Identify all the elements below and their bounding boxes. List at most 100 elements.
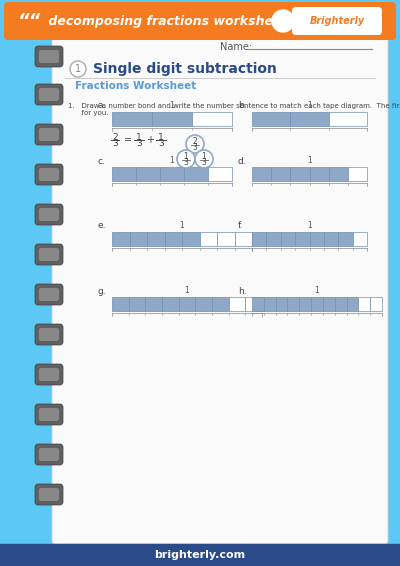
- FancyBboxPatch shape: [35, 444, 63, 465]
- Text: 2: 2: [112, 132, 118, 142]
- Text: 1: 1: [202, 152, 206, 161]
- Bar: [295, 232, 310, 246]
- FancyBboxPatch shape: [39, 248, 59, 261]
- Bar: [130, 232, 147, 246]
- FancyBboxPatch shape: [39, 448, 59, 461]
- Bar: [252, 112, 290, 126]
- Text: 1.   Draw a number bond and write the number sentence to match each tape diagram: 1. Draw a number bond and write the numb…: [68, 103, 400, 109]
- FancyBboxPatch shape: [35, 484, 63, 505]
- Bar: [299, 297, 311, 311]
- Bar: [323, 297, 335, 311]
- Bar: [324, 232, 338, 246]
- Text: 3: 3: [192, 143, 198, 152]
- Bar: [192, 112, 232, 126]
- Text: 3: 3: [136, 139, 142, 148]
- Text: 1: 1: [180, 221, 184, 230]
- FancyBboxPatch shape: [39, 50, 59, 63]
- Bar: [234, 232, 252, 246]
- FancyBboxPatch shape: [39, 408, 59, 421]
- Circle shape: [177, 150, 195, 168]
- Bar: [290, 167, 310, 181]
- FancyBboxPatch shape: [35, 404, 63, 425]
- Bar: [348, 167, 367, 181]
- FancyBboxPatch shape: [35, 84, 63, 105]
- Bar: [358, 297, 370, 311]
- Text: g.: g.: [98, 286, 107, 295]
- Text: e.: e.: [98, 221, 106, 230]
- Text: Name:: Name:: [220, 42, 252, 52]
- Bar: [208, 167, 232, 181]
- Text: h.: h.: [238, 286, 247, 295]
- Text: decomposing fractions worksheet: decomposing fractions worksheet: [44, 15, 288, 28]
- Bar: [281, 232, 295, 246]
- Text: 1: 1: [184, 152, 188, 161]
- Text: 1: 1: [307, 101, 312, 110]
- Text: +: +: [146, 135, 154, 145]
- Bar: [271, 167, 290, 181]
- Bar: [184, 167, 208, 181]
- FancyBboxPatch shape: [39, 168, 59, 181]
- Text: 1: 1: [136, 132, 142, 142]
- FancyBboxPatch shape: [39, 88, 59, 101]
- Text: 3: 3: [184, 158, 188, 167]
- Text: for you.: for you.: [68, 110, 108, 116]
- Text: 1: 1: [170, 156, 174, 165]
- Bar: [335, 297, 346, 311]
- Bar: [252, 297, 264, 311]
- Bar: [112, 232, 130, 246]
- FancyBboxPatch shape: [35, 324, 63, 345]
- Text: 1: 1: [170, 101, 174, 110]
- Text: 3: 3: [158, 139, 164, 148]
- Bar: [310, 232, 324, 246]
- Text: Brighterly: Brighterly: [309, 16, 365, 26]
- Bar: [252, 167, 271, 181]
- Circle shape: [70, 61, 86, 77]
- Text: 1: 1: [75, 64, 81, 74]
- Bar: [152, 112, 192, 126]
- Circle shape: [186, 135, 204, 153]
- Bar: [276, 297, 288, 311]
- Bar: [164, 232, 182, 246]
- FancyBboxPatch shape: [35, 364, 63, 385]
- Bar: [252, 232, 266, 246]
- Bar: [353, 232, 367, 246]
- Text: 1: 1: [185, 286, 189, 295]
- Text: 1: 1: [307, 156, 312, 165]
- FancyBboxPatch shape: [39, 328, 59, 341]
- Text: brighterly.com: brighterly.com: [154, 550, 246, 560]
- Text: 2: 2: [193, 137, 197, 146]
- Bar: [229, 297, 245, 311]
- FancyBboxPatch shape: [39, 208, 59, 221]
- Bar: [346, 297, 358, 311]
- Bar: [136, 167, 160, 181]
- Bar: [264, 297, 276, 311]
- Text: a.: a.: [98, 101, 106, 110]
- Bar: [147, 232, 164, 246]
- FancyBboxPatch shape: [39, 128, 59, 141]
- Bar: [162, 297, 179, 311]
- Bar: [338, 232, 353, 246]
- FancyBboxPatch shape: [4, 2, 396, 40]
- Bar: [112, 297, 129, 311]
- Bar: [288, 297, 299, 311]
- FancyBboxPatch shape: [39, 288, 59, 301]
- Text: 1: 1: [307, 221, 312, 230]
- Bar: [311, 297, 323, 311]
- Bar: [182, 232, 200, 246]
- Text: b.: b.: [238, 101, 247, 110]
- Bar: [0, 544, 400, 566]
- FancyBboxPatch shape: [35, 46, 63, 67]
- Bar: [112, 112, 152, 126]
- Bar: [145, 297, 162, 311]
- FancyBboxPatch shape: [35, 124, 63, 145]
- Bar: [212, 297, 229, 311]
- FancyBboxPatch shape: [35, 204, 63, 225]
- Text: d.: d.: [238, 157, 247, 165]
- Bar: [245, 297, 262, 311]
- FancyBboxPatch shape: [35, 164, 63, 185]
- FancyBboxPatch shape: [52, 28, 388, 544]
- Circle shape: [195, 150, 213, 168]
- FancyBboxPatch shape: [292, 7, 382, 35]
- Bar: [195, 297, 212, 311]
- Text: c.: c.: [98, 157, 106, 165]
